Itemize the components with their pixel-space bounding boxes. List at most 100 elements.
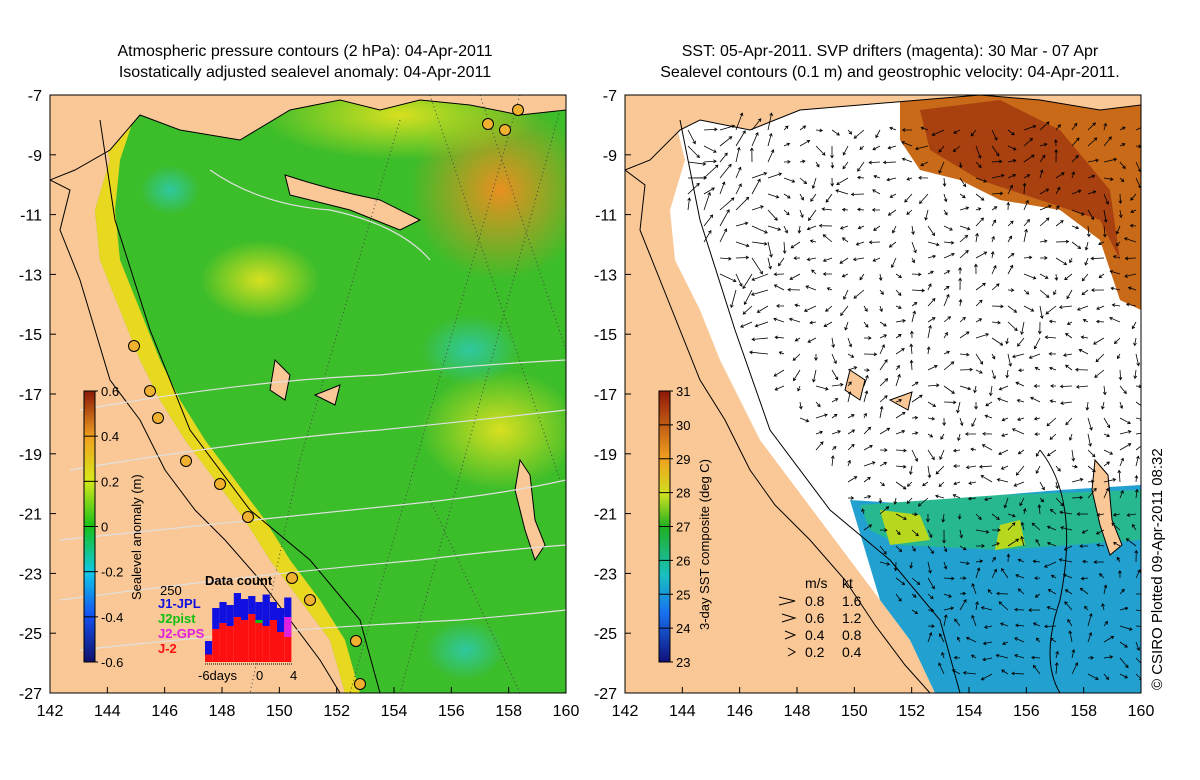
velocity-arrow	[1098, 273, 1105, 279]
data-count-bar-blue	[269, 602, 277, 620]
velocity-arrow	[975, 567, 981, 579]
velocity-arrow	[982, 431, 993, 436]
right-lat-label: -17	[594, 387, 617, 404]
velocity-arrow	[1079, 544, 1089, 549]
velocity-arrow	[1134, 488, 1139, 499]
velocity-arrow	[1023, 154, 1035, 163]
velocity-arrow	[942, 417, 946, 427]
velocity-arrow	[1071, 154, 1079, 163]
velocity-arrow	[927, 624, 935, 629]
velocity-arrow	[1071, 171, 1075, 179]
velocity-arrow	[1022, 507, 1027, 515]
left-lat-label: -11	[20, 208, 42, 225]
velocity-arrow	[1055, 172, 1065, 179]
velocity-arrow	[857, 175, 865, 180]
velocity-arrow	[1135, 125, 1141, 131]
velocity-legend-ms: 0.2	[805, 644, 825, 660]
velocity-arrow	[970, 129, 977, 137]
velocity-arrow	[1039, 121, 1050, 131]
velocity-arrow	[943, 209, 948, 216]
velocity-arrow	[1135, 144, 1141, 149]
velocity-arrow	[1081, 289, 1089, 296]
velocity-arrow	[953, 129, 961, 134]
velocity-arrow	[938, 145, 945, 153]
right-geostrophic-velocity-arrows	[687, 112, 1141, 681]
velocity-arrow	[878, 497, 883, 504]
left-coastal-band	[95, 95, 360, 693]
velocity-arrow	[1116, 556, 1121, 563]
velocity-arrow	[1078, 348, 1089, 355]
velocity-arrow	[687, 129, 696, 145]
velocity-arrow	[783, 125, 789, 131]
velocity-arrow	[1067, 618, 1073, 627]
velocity-arrow	[1119, 430, 1132, 435]
velocity-arrow	[1087, 417, 1093, 431]
velocity-arrow	[975, 318, 983, 323]
data-count-bar-blue	[262, 594, 270, 626]
velocity-arrow	[1112, 255, 1121, 259]
right-lon-label: 152	[898, 703, 925, 720]
velocity-arrow	[859, 145, 865, 150]
velocity-arrow	[687, 145, 700, 159]
velocity-arrow	[794, 337, 801, 342]
velocity-arrow	[853, 289, 865, 299]
velocity-arrow	[799, 193, 804, 201]
right-lon-label: 148	[784, 703, 811, 720]
velocity-arrow	[735, 112, 744, 131]
velocity-arrow	[831, 369, 839, 381]
velocity-arrow	[1071, 137, 1080, 147]
velocity-arrow	[959, 561, 970, 566]
data-count-axis-end: 4	[290, 668, 297, 683]
velocity-arrow	[703, 214, 714, 227]
velocity-legend-kt: 0.4	[842, 644, 862, 660]
velocity-arrow	[1011, 428, 1025, 435]
right-colorbar: 31 30 29 28 27 26 25 24 23 3-day SST composite (…	[658, 384, 712, 670]
velocity-arrow	[952, 494, 961, 499]
velocity-arrow	[1055, 205, 1060, 211]
velocity-arrow	[1049, 508, 1057, 515]
velocity-arrow	[818, 223, 833, 228]
velocity-arrow	[750, 289, 769, 296]
velocity-arrow	[1068, 433, 1073, 441]
data-count-bar-red	[233, 617, 241, 662]
velocity-arrow	[703, 127, 718, 132]
velocity-arrow	[975, 145, 982, 159]
velocity-arrow	[1087, 449, 1096, 458]
velocity-arrow	[911, 593, 917, 598]
velocity-arrow	[927, 465, 932, 479]
velocity-arrow	[959, 598, 967, 611]
velocity-arrow	[911, 288, 926, 293]
velocity-arrow	[1006, 553, 1011, 563]
velocity-arrow	[830, 145, 834, 159]
velocity-arrow	[847, 381, 852, 387]
velocity-arrow	[863, 461, 876, 467]
data-count-bar-blue	[212, 608, 220, 629]
velocity-arrow	[998, 449, 1009, 456]
velocity-arrow	[1087, 479, 1095, 484]
velocity-arrow	[799, 417, 810, 423]
velocity-arrow	[1094, 369, 1105, 378]
velocity-arrow	[1124, 273, 1137, 278]
velocity-arrow	[1131, 321, 1137, 330]
velocity-arrow	[1119, 443, 1132, 451]
velocity-arrow	[844, 321, 849, 331]
velocity-arrow	[1119, 177, 1125, 183]
velocity-arrow	[1065, 364, 1073, 371]
velocity-arrow	[911, 257, 915, 264]
velocity-arrow	[911, 302, 918, 307]
data-count-bar-magenta	[284, 617, 292, 637]
velocity-arrow	[958, 266, 962, 275]
velocity-arrow	[1019, 497, 1025, 507]
velocity-arrow	[863, 524, 873, 531]
velocity-arrow	[1087, 465, 1096, 473]
velocity-arrow	[767, 209, 778, 221]
velocity-arrow	[735, 130, 746, 147]
velocity-arrow	[1093, 560, 1105, 564]
velocity-arrow	[909, 330, 914, 339]
velocity-arrow	[1028, 353, 1041, 359]
velocity-arrow	[927, 561, 932, 574]
velocity-arrow	[918, 193, 929, 205]
velocity-arrow	[1001, 417, 1009, 422]
velocity-arrow	[806, 225, 817, 231]
velocity-arrow	[793, 256, 801, 261]
